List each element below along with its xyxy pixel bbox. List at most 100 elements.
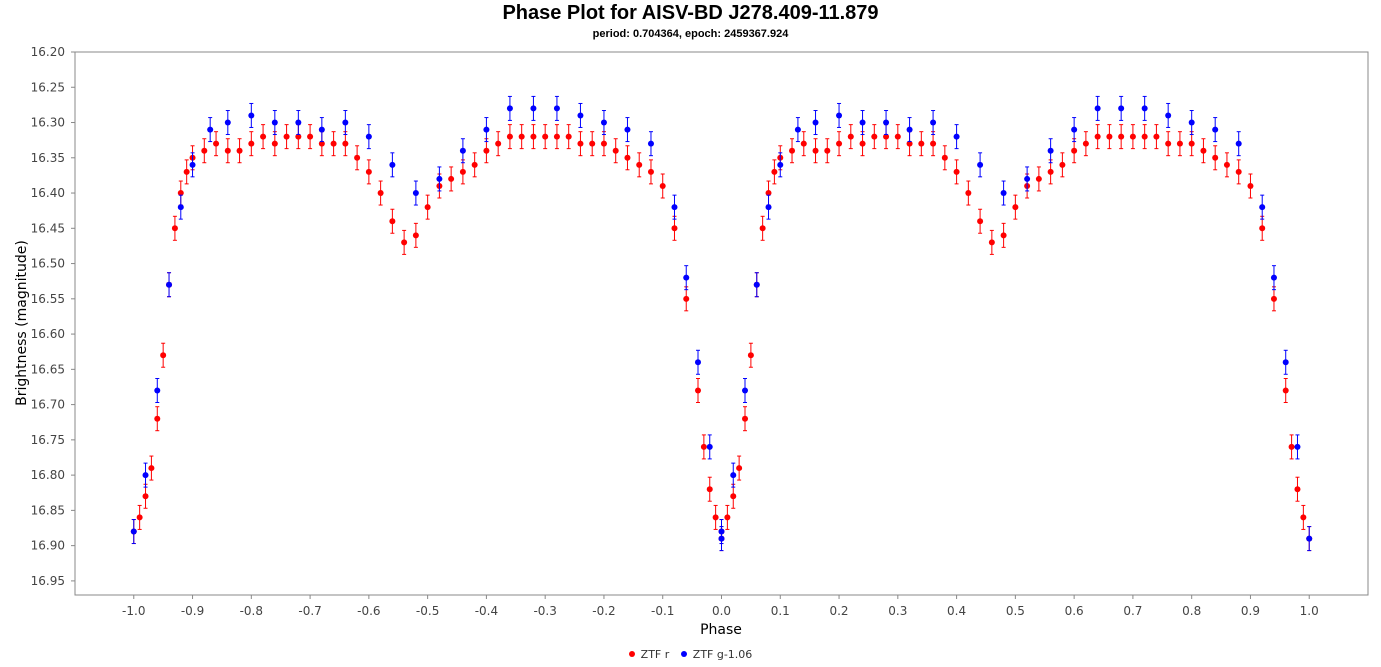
data-point [1165, 112, 1172, 119]
data-point [883, 119, 890, 126]
data-point [706, 443, 713, 450]
x-tick-label: -0.3 [533, 604, 556, 618]
data-point [906, 140, 913, 147]
data-point [1282, 359, 1289, 366]
y-tick-label: 16.30 [31, 116, 65, 130]
data-point [824, 147, 831, 154]
chart-subtitle: period: 0.704364, epoch: 2459367.924 [592, 28, 789, 40]
x-tick-label: -0.6 [357, 604, 380, 618]
data-point [742, 387, 749, 394]
data-point [295, 119, 302, 126]
data-point [600, 119, 607, 126]
data-point [506, 133, 513, 140]
data-point [636, 161, 643, 168]
data-point [847, 133, 854, 140]
y-tick-label: 16.25 [31, 80, 65, 94]
series-0 [130, 124, 1313, 552]
data-point [977, 161, 984, 168]
data-point [213, 140, 220, 147]
x-tick-label: -0.4 [475, 604, 498, 618]
data-point [883, 133, 890, 140]
data-point [812, 119, 819, 126]
data-point [859, 140, 866, 147]
data-point [794, 126, 801, 133]
data-point [694, 359, 701, 366]
data-point [789, 147, 796, 154]
data-point [295, 133, 302, 140]
x-axis-label: Phase [700, 622, 742, 638]
data-point [154, 415, 161, 422]
data-point [1306, 535, 1313, 542]
data-point [424, 204, 431, 211]
data-point [542, 133, 549, 140]
data-point [765, 204, 772, 211]
data-point [330, 140, 337, 147]
data-point [1188, 119, 1195, 126]
y-tick-label: 16.70 [31, 398, 65, 412]
data-point [941, 154, 948, 161]
data-point [1282, 387, 1289, 394]
data-point [1270, 295, 1277, 302]
data-point [730, 472, 737, 479]
data-point [1176, 140, 1183, 147]
data-point [183, 168, 190, 175]
data-point [747, 352, 754, 359]
data-point [318, 140, 325, 147]
data-point [459, 147, 466, 154]
data-point [166, 281, 173, 288]
y-tick-label: 16.60 [31, 327, 65, 341]
data-point [483, 126, 490, 133]
y-tick-label: 16.40 [31, 186, 65, 200]
x-tick-label: 0.8 [1182, 604, 1201, 618]
data-point [1118, 133, 1125, 140]
x-tick-label: -0.5 [416, 604, 439, 618]
x-tick-label: 0.6 [1065, 604, 1084, 618]
data-point [1188, 140, 1195, 147]
x-tick-label: -0.9 [181, 604, 204, 618]
y-tick-label: 16.85 [31, 503, 65, 517]
y-tick-label: 16.80 [31, 468, 65, 482]
data-point [530, 133, 537, 140]
data-point [624, 126, 631, 133]
data-point [1235, 168, 1242, 175]
data-point [389, 218, 396, 225]
data-point [953, 168, 960, 175]
data-point [365, 168, 372, 175]
data-point [930, 140, 937, 147]
data-point [694, 387, 701, 394]
data-point [659, 182, 666, 189]
data-point [930, 119, 937, 126]
legend-item-r: ZTF r [628, 648, 669, 661]
y-tick-label: 16.35 [31, 151, 65, 165]
data-point [412, 190, 419, 197]
plot-area [74, 51, 1369, 596]
data-point [1047, 147, 1054, 154]
y-axis: 16.20 16.25 16.30 16.35 16.40 16.45 16.50 16.55… [31, 45, 75, 588]
data-point [142, 472, 149, 479]
y-axis-label: Brightness (magnitude) [14, 240, 30, 406]
data-point [1024, 175, 1031, 182]
data-point [377, 190, 384, 197]
y-tick-label: 16.90 [31, 539, 65, 553]
data-point [1000, 190, 1007, 197]
series-1 [130, 95, 1313, 552]
data-point [342, 140, 349, 147]
data-point [553, 105, 560, 112]
data-point [483, 147, 490, 154]
data-point [1129, 133, 1136, 140]
data-point [589, 140, 596, 147]
data-point [271, 119, 278, 126]
data-point [136, 514, 143, 521]
data-point [836, 112, 843, 119]
data-point [871, 133, 878, 140]
data-point [1165, 140, 1172, 147]
y-tick-label: 16.65 [31, 362, 65, 376]
data-point [777, 161, 784, 168]
data-point [836, 140, 843, 147]
data-point [812, 147, 819, 154]
x-tick-label: -0.2 [592, 604, 615, 618]
data-point [647, 168, 654, 175]
data-point [765, 190, 772, 197]
chart-title: Phase Plot for AISV-BD J278.409-11.879 [502, 2, 879, 24]
x-tick-label: 0.3 [888, 604, 907, 618]
